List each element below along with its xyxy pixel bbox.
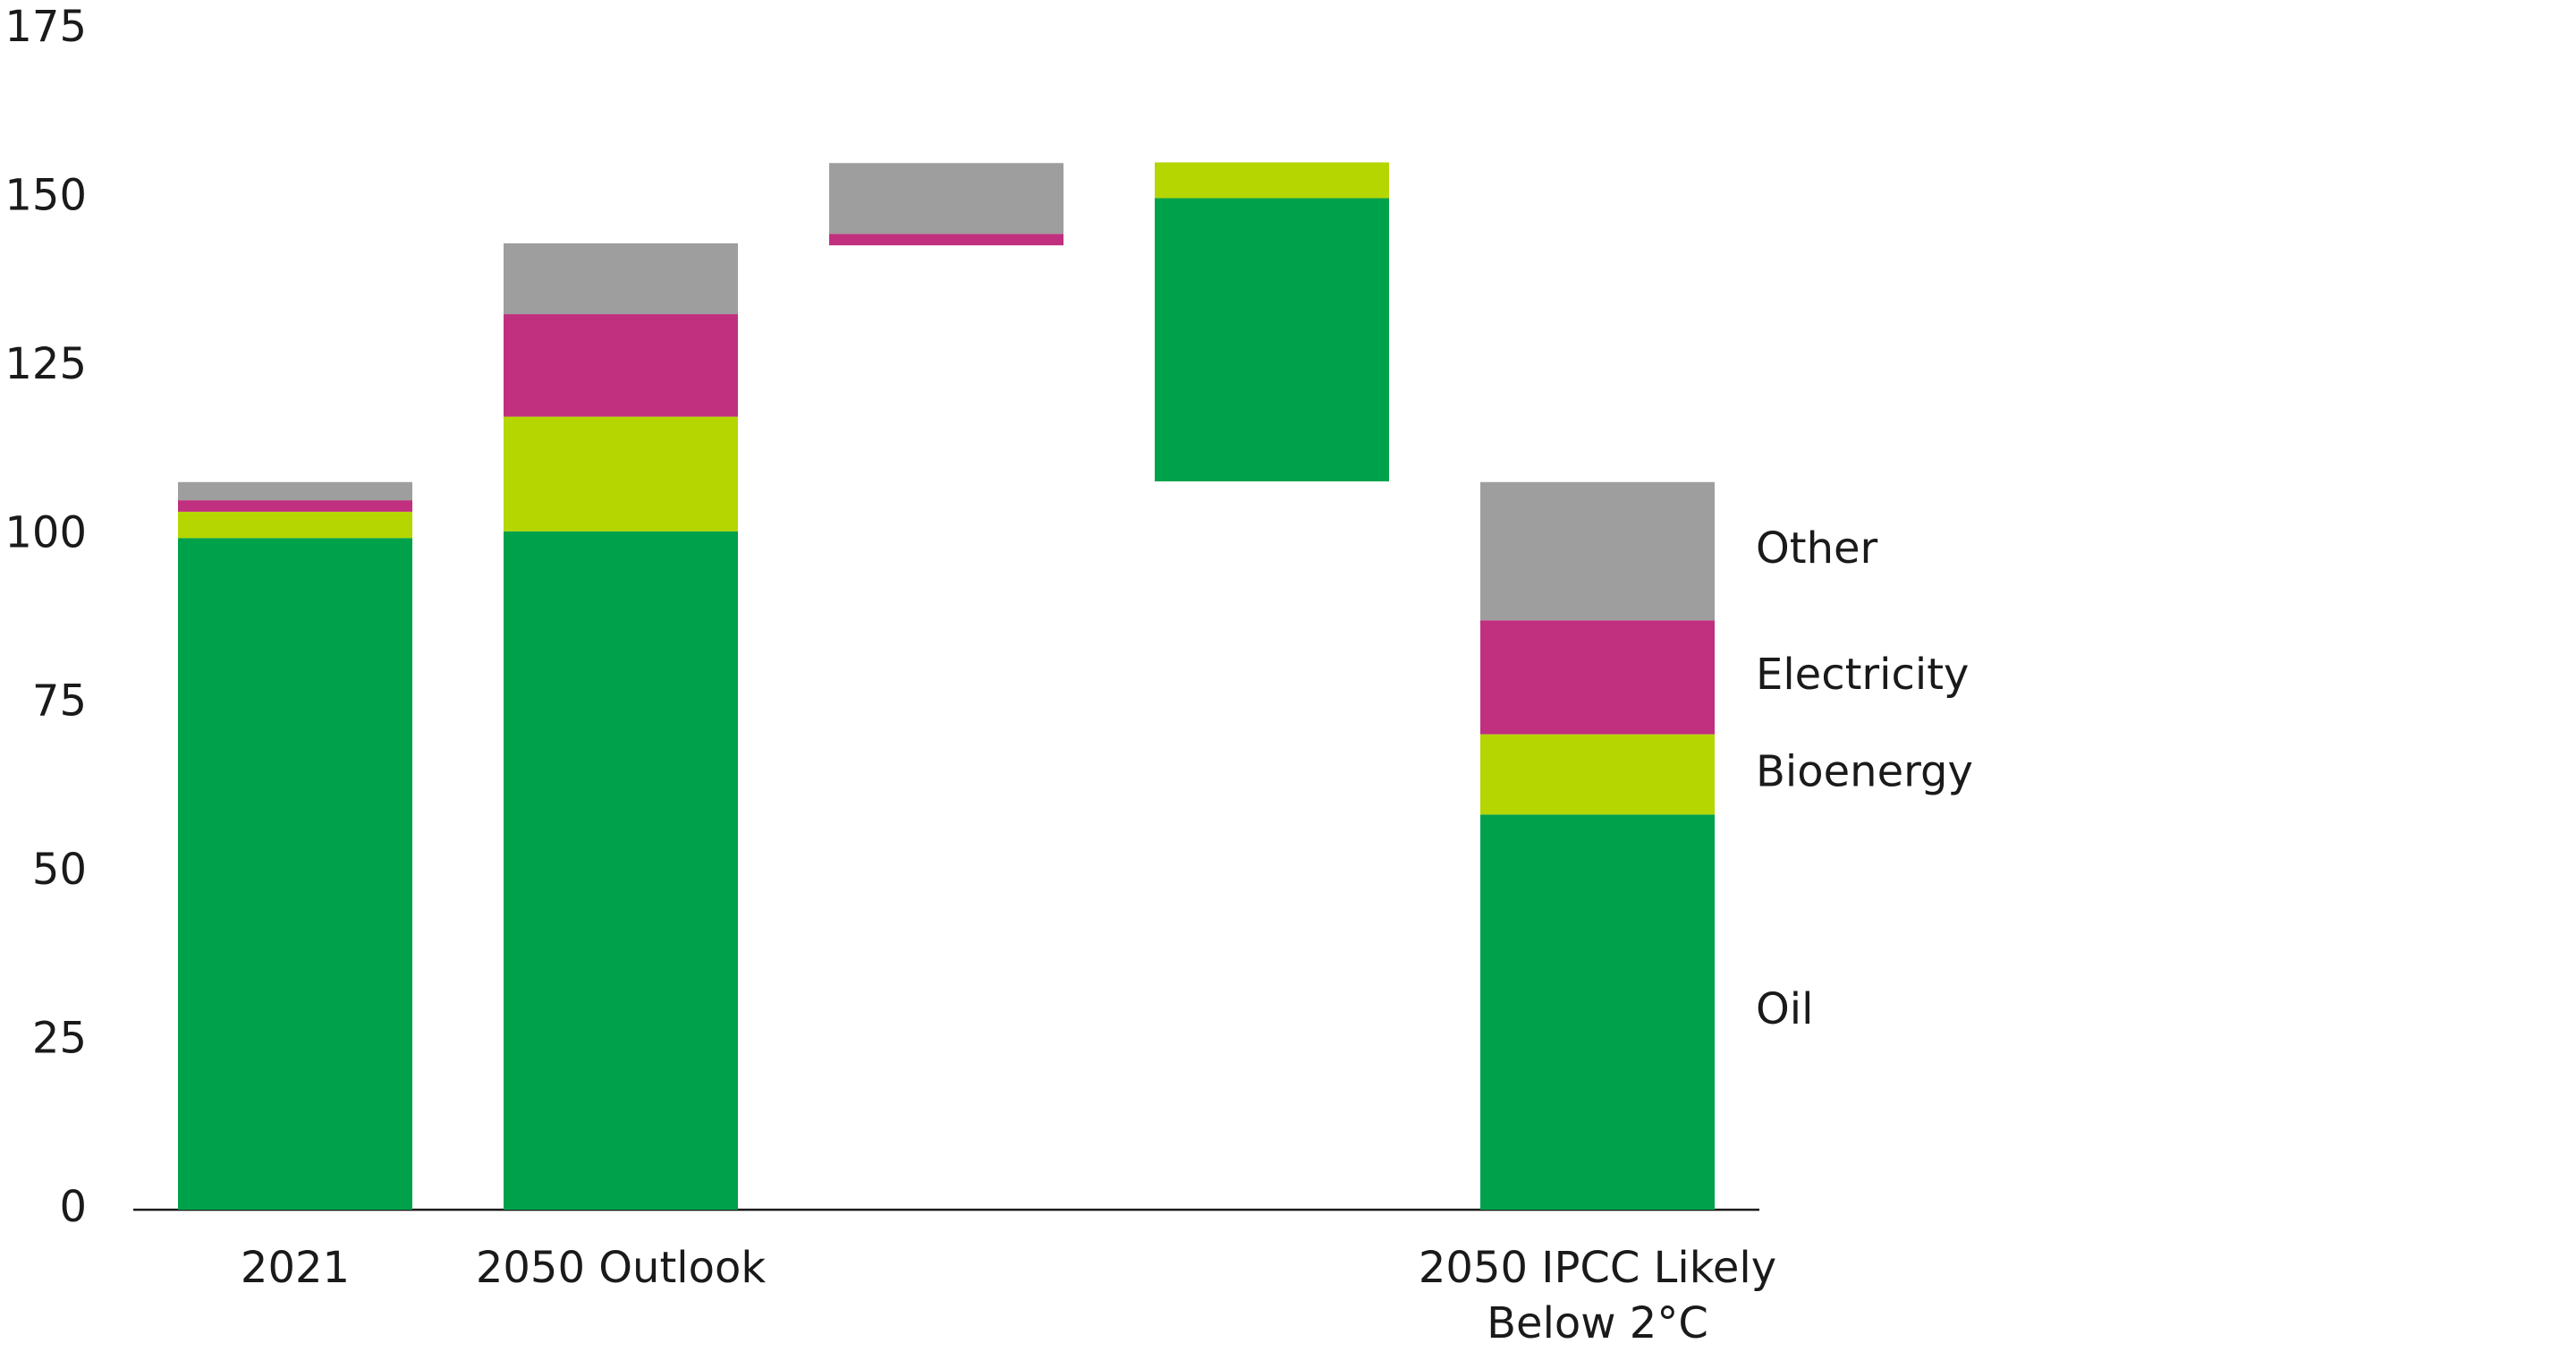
bar-segment: [504, 531, 738, 1210]
y-tick-label: 0: [59, 1182, 87, 1232]
bar-segment: [1480, 481, 1715, 621]
y-tick-label: 50: [32, 845, 87, 895]
y-tick-label: 150: [4, 170, 87, 220]
bar-segment: [1155, 162, 1389, 199]
x-tick-label: 2021: [241, 1243, 350, 1293]
y-tick-label: 125: [4, 339, 87, 389]
bar-segment: [504, 242, 738, 315]
bar-segment: [178, 481, 412, 501]
bar-segment: [178, 538, 412, 1210]
bar-segment: [1480, 734, 1715, 815]
y-tick-label: 75: [32, 676, 87, 727]
bar-segment: [504, 416, 738, 531]
legend-label: Other: [1756, 523, 1878, 574]
y-tick-label: 100: [4, 507, 87, 557]
bar-segment: [178, 500, 412, 512]
legend-label: Bioenergy: [1756, 746, 1973, 796]
legend-label: Oil: [1756, 984, 1813, 1034]
bar-segment: [829, 163, 1063, 234]
bar-segment: [178, 511, 412, 539]
legend-label: Electricity: [1756, 650, 1969, 700]
bar-segment: [829, 234, 1063, 246]
y-tick-label: 175: [4, 2, 87, 52]
x-tick-label: 2050 IPCC Likely Below 2°C: [1419, 1243, 1776, 1348]
y-tick-label: 25: [32, 1014, 87, 1064]
x-tick-label: 2050 Outlook: [476, 1243, 767, 1293]
bar-segment: [1480, 620, 1715, 735]
bar-segment: [1155, 198, 1389, 481]
bar-segment: [1480, 814, 1715, 1210]
bar-segment: [504, 314, 738, 417]
